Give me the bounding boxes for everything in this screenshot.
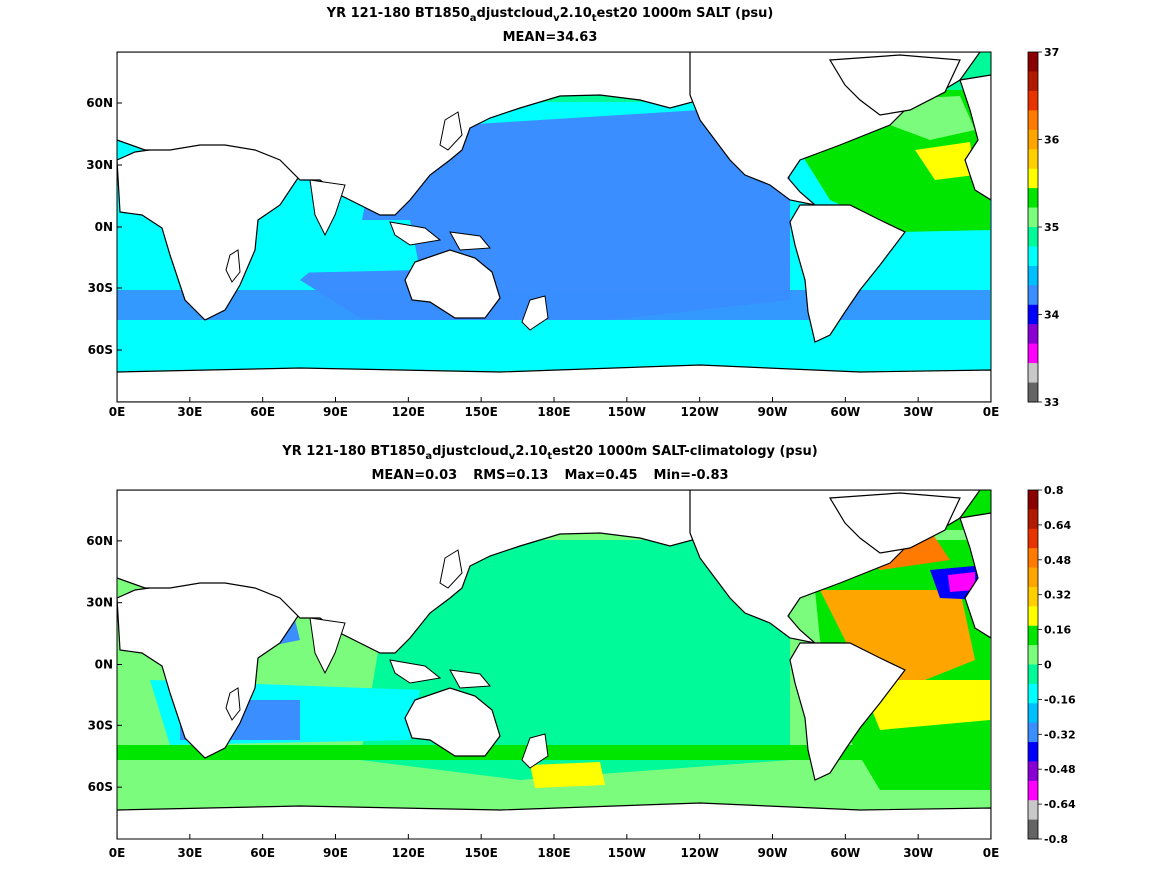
lat-tick-label: 60N bbox=[86, 534, 113, 548]
lon-tick-label: 0E bbox=[109, 846, 126, 860]
colorbar-tick-label: 33 bbox=[1044, 396, 1059, 409]
colorbar-swatch bbox=[1028, 625, 1038, 646]
colorbar-swatch bbox=[1028, 52, 1038, 72]
colorbar-tick-label: 37 bbox=[1044, 46, 1059, 59]
colorbar-tick-label: -0.16 bbox=[1044, 693, 1076, 706]
colorbar-swatch bbox=[1028, 90, 1038, 111]
panel2-colorbar: 0.8 0.64 0.48 0.32 0.16 0 -0.16 -0.32 -0.48 -0.64… bbox=[1027, 484, 1076, 846]
colorbar-swatch bbox=[1028, 71, 1038, 92]
colorbar-swatch bbox=[1028, 265, 1038, 286]
colorbar-swatch bbox=[1028, 509, 1038, 530]
panel1-colorbar: 37 36 35 34 33 bbox=[1027, 46, 1060, 409]
colorbar-swatch bbox=[1028, 227, 1038, 247]
lat-tick-label: 60S bbox=[88, 343, 113, 357]
colorbar-swatch bbox=[1028, 246, 1038, 267]
lon-tick-label: 120W bbox=[681, 405, 719, 419]
lon-tick-label: 90E bbox=[323, 405, 348, 419]
panel2-title: YR 121-180 BT1850adjustcloudv2.10test20 … bbox=[282, 444, 818, 462]
lat-tick-label: 60S bbox=[88, 780, 113, 794]
lon-tick-label: 30W bbox=[903, 405, 933, 419]
lon-tick-label: 180E bbox=[537, 846, 570, 860]
panel1-map bbox=[117, 52, 991, 402]
colorbar-tick-label: -0.32 bbox=[1044, 728, 1076, 741]
lon-tick-label: 180E bbox=[537, 405, 570, 419]
lon-tick-label: 90E bbox=[323, 846, 348, 860]
colorbar-swatch bbox=[1028, 490, 1038, 510]
lon-tick-label: 0E bbox=[983, 405, 1000, 419]
lat-tick-label: 30N bbox=[86, 158, 113, 172]
colorbar-tick-label: 34 bbox=[1044, 309, 1060, 322]
lon-tick-label: 60W bbox=[830, 846, 860, 860]
colorbar-swatch bbox=[1028, 343, 1038, 364]
colorbar-swatch bbox=[1028, 703, 1038, 724]
lon-tick-label: 0E bbox=[109, 405, 126, 419]
lat-tick-label: 0N bbox=[95, 220, 113, 234]
colorbar-tick-label: -0.8 bbox=[1044, 833, 1068, 846]
colorbar-tick-label: -0.48 bbox=[1044, 763, 1076, 776]
colorbar-swatch bbox=[1028, 188, 1038, 209]
colorbar-tick-label: 36 bbox=[1044, 134, 1060, 147]
lat-tick-label: 60N bbox=[86, 96, 113, 110]
lat-tick-label: 30S bbox=[88, 718, 113, 732]
colorbar-tick-label: 0.64 bbox=[1044, 519, 1071, 532]
colorbar-swatch bbox=[1028, 722, 1038, 743]
lon-tick-label: 60W bbox=[830, 405, 860, 419]
colorbar-swatch bbox=[1028, 664, 1038, 685]
lon-tick-label: 150E bbox=[465, 405, 498, 419]
colorbar-swatch bbox=[1028, 606, 1038, 627]
panel2-stats: MEAN=0.03 RMS=0.13 Max=0.45 Min=-0.83 bbox=[371, 468, 729, 483]
colorbar-tick-label: 0.32 bbox=[1044, 589, 1071, 602]
colorbar-swatch bbox=[1028, 528, 1038, 549]
colorbar-swatch bbox=[1028, 168, 1038, 189]
colorbar-swatch bbox=[1028, 304, 1038, 325]
colorbar-swatch bbox=[1028, 129, 1038, 150]
colorbar-tick-label: 0 bbox=[1044, 659, 1052, 672]
lon-tick-label: 120W bbox=[681, 846, 719, 860]
lon-tick-label: 90W bbox=[758, 846, 788, 860]
colorbar-swatch bbox=[1028, 110, 1038, 131]
lon-tick-label: 0E bbox=[983, 846, 1000, 860]
colorbar-swatch bbox=[1028, 800, 1038, 821]
lon-tick-label: 150E bbox=[465, 846, 498, 860]
panel1-title: YR 121-180 BT1850adjustcloudv2.10test20 … bbox=[326, 6, 774, 24]
lat-tick-label: 0N bbox=[95, 658, 113, 672]
panel2-axes: 60N 30N 0N 30S 60S 0E 30E 60E 90E 120E 150E 180E 150… bbox=[86, 534, 999, 860]
colorbar-swatch bbox=[1028, 285, 1038, 306]
panel1-stats: MEAN=34.63 bbox=[502, 30, 598, 45]
lon-tick-label: 150W bbox=[608, 846, 646, 860]
colorbar-swatch bbox=[1028, 207, 1038, 228]
lon-tick-label: 30W bbox=[903, 846, 933, 860]
colorbar-swatch bbox=[1028, 363, 1038, 384]
lon-tick-label: 120E bbox=[392, 405, 425, 419]
colorbar-swatch bbox=[1028, 324, 1038, 345]
lon-tick-label: 30E bbox=[177, 405, 202, 419]
lat-tick-label: 30S bbox=[88, 281, 113, 295]
lon-tick-label: 30E bbox=[177, 846, 202, 860]
colorbar-tick-label: -0.64 bbox=[1044, 798, 1076, 811]
lon-tick-label: 90W bbox=[758, 405, 788, 419]
colorbar-swatch bbox=[1028, 819, 1038, 840]
colorbar-swatch bbox=[1028, 586, 1038, 607]
colorbar-swatch bbox=[1028, 567, 1038, 588]
colorbar-swatch bbox=[1028, 780, 1038, 801]
colorbar-swatch bbox=[1028, 645, 1038, 665]
lon-tick-label: 120E bbox=[392, 846, 425, 860]
lon-tick-label: 60E bbox=[250, 405, 275, 419]
colorbar-swatch bbox=[1028, 149, 1038, 170]
colorbar-swatch bbox=[1028, 761, 1038, 782]
colorbar-tick-label: 35 bbox=[1044, 221, 1059, 234]
colorbar-swatch bbox=[1028, 548, 1038, 569]
lon-tick-label: 60E bbox=[250, 846, 275, 860]
lon-tick-label: 150W bbox=[608, 405, 646, 419]
colorbar-swatch bbox=[1028, 742, 1038, 762]
colorbar-tick-label: 0.16 bbox=[1044, 624, 1071, 637]
colorbar-tick-label: 0.48 bbox=[1044, 554, 1071, 567]
colorbar-swatch bbox=[1028, 683, 1038, 704]
panel1-axes: 60N 30N 0N 30S 60S 0E 30E 60E 90E 120E 150E 180E 150… bbox=[86, 96, 999, 419]
colorbar-swatch bbox=[1028, 382, 1038, 403]
panel2-map bbox=[117, 490, 991, 839]
colorbar-tick-label: 0.8 bbox=[1044, 484, 1064, 497]
lat-tick-label: 30N bbox=[86, 596, 113, 610]
